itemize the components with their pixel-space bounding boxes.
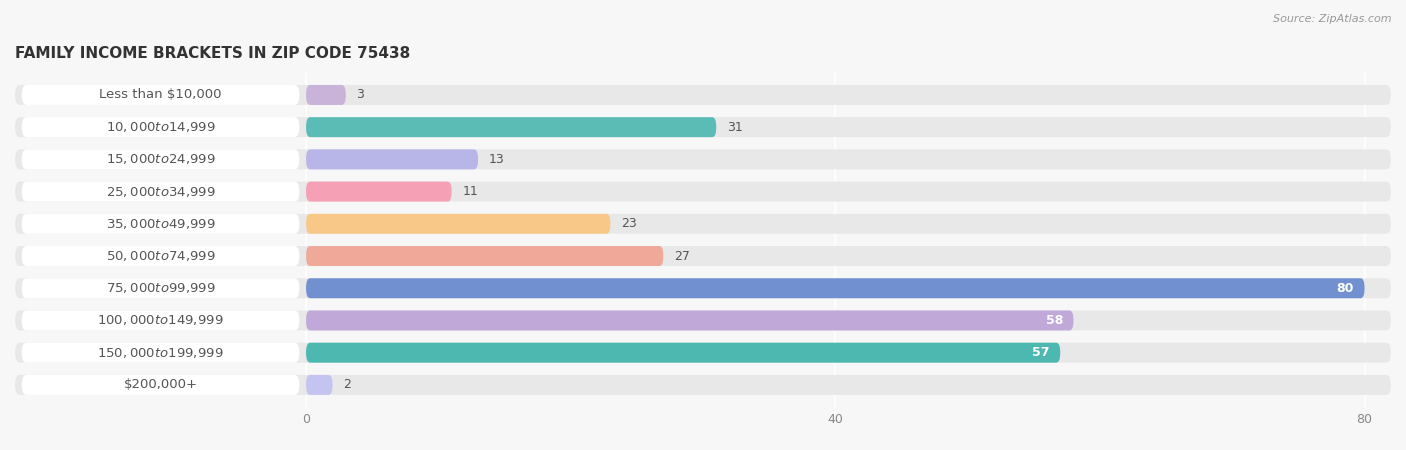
Text: 80: 80 <box>1337 282 1354 295</box>
Text: 58: 58 <box>1046 314 1063 327</box>
FancyBboxPatch shape <box>307 182 451 202</box>
Text: Source: ZipAtlas.com: Source: ZipAtlas.com <box>1274 14 1392 23</box>
FancyBboxPatch shape <box>21 310 299 330</box>
FancyBboxPatch shape <box>307 214 610 234</box>
Text: 2: 2 <box>343 378 352 392</box>
Text: $200,000+: $200,000+ <box>124 378 197 392</box>
Text: 23: 23 <box>621 217 637 230</box>
FancyBboxPatch shape <box>15 343 1391 363</box>
Text: $10,000 to $14,999: $10,000 to $14,999 <box>105 120 215 134</box>
FancyBboxPatch shape <box>21 149 299 169</box>
FancyBboxPatch shape <box>15 85 1391 105</box>
Text: 11: 11 <box>463 185 478 198</box>
FancyBboxPatch shape <box>15 117 1391 137</box>
Text: Less than $10,000: Less than $10,000 <box>100 89 222 101</box>
Text: $15,000 to $24,999: $15,000 to $24,999 <box>105 153 215 166</box>
Text: 31: 31 <box>727 121 742 134</box>
FancyBboxPatch shape <box>307 149 478 169</box>
Text: 13: 13 <box>489 153 505 166</box>
FancyBboxPatch shape <box>21 343 299 363</box>
FancyBboxPatch shape <box>307 246 664 266</box>
FancyBboxPatch shape <box>15 278 1391 298</box>
Text: 27: 27 <box>673 250 690 262</box>
FancyBboxPatch shape <box>307 310 1073 330</box>
FancyBboxPatch shape <box>21 375 299 395</box>
FancyBboxPatch shape <box>21 214 299 234</box>
Text: $35,000 to $49,999: $35,000 to $49,999 <box>105 217 215 231</box>
FancyBboxPatch shape <box>15 214 1391 234</box>
FancyBboxPatch shape <box>21 246 299 266</box>
Text: 3: 3 <box>356 89 364 101</box>
Text: FAMILY INCOME BRACKETS IN ZIP CODE 75438: FAMILY INCOME BRACKETS IN ZIP CODE 75438 <box>15 46 411 62</box>
Text: 57: 57 <box>1032 346 1050 359</box>
FancyBboxPatch shape <box>21 182 299 202</box>
FancyBboxPatch shape <box>15 310 1391 330</box>
Text: $150,000 to $199,999: $150,000 to $199,999 <box>97 346 224 360</box>
FancyBboxPatch shape <box>307 85 346 105</box>
FancyBboxPatch shape <box>307 375 333 395</box>
FancyBboxPatch shape <box>15 182 1391 202</box>
Text: $100,000 to $149,999: $100,000 to $149,999 <box>97 314 224 328</box>
FancyBboxPatch shape <box>307 343 1060 363</box>
Text: $25,000 to $34,999: $25,000 to $34,999 <box>105 184 215 198</box>
FancyBboxPatch shape <box>307 278 1365 298</box>
FancyBboxPatch shape <box>21 85 299 105</box>
FancyBboxPatch shape <box>307 117 716 137</box>
FancyBboxPatch shape <box>15 375 1391 395</box>
FancyBboxPatch shape <box>21 278 299 298</box>
Text: $50,000 to $74,999: $50,000 to $74,999 <box>105 249 215 263</box>
Text: $75,000 to $99,999: $75,000 to $99,999 <box>105 281 215 295</box>
FancyBboxPatch shape <box>21 117 299 137</box>
FancyBboxPatch shape <box>15 149 1391 169</box>
FancyBboxPatch shape <box>15 246 1391 266</box>
